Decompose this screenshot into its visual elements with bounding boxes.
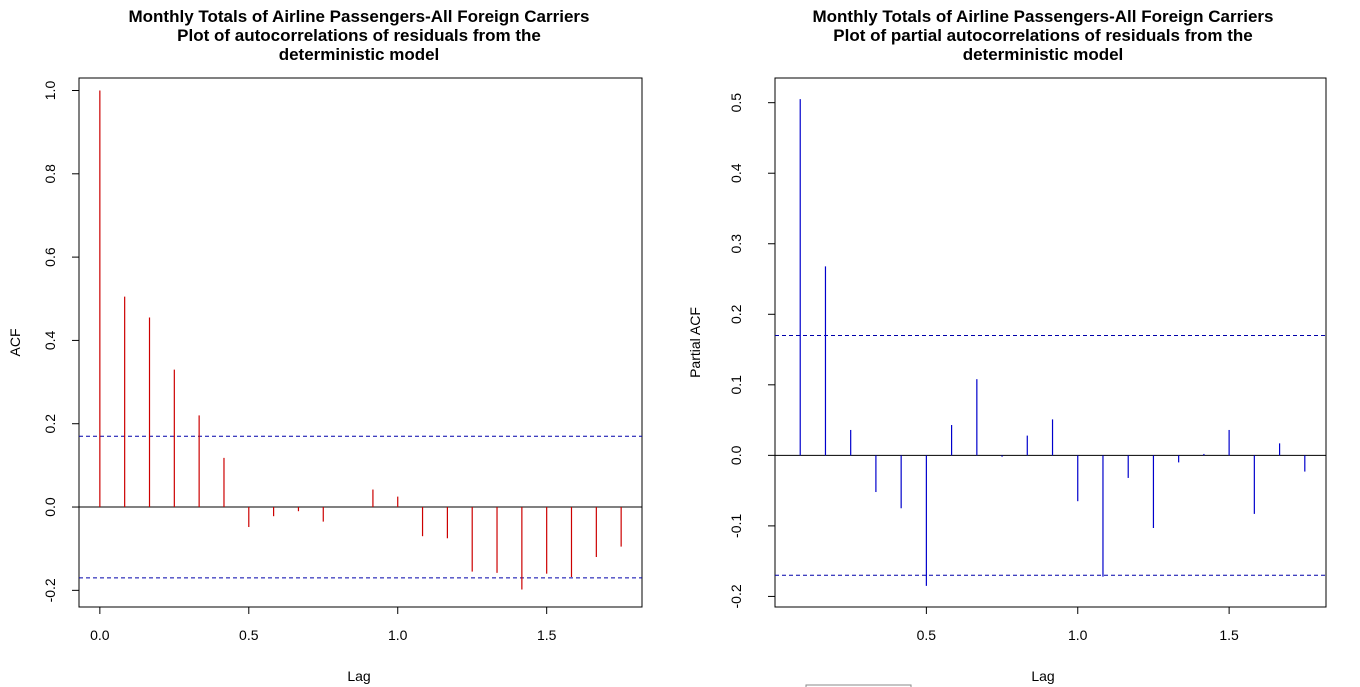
pacf-chart: Monthly Totals of Airline Passengers-All… [687,7,1327,684]
acf-ytick-label: -0.2 [42,578,58,602]
acf-chart: Monthly Totals of Airline Passengers-All… [7,7,643,684]
pacf-y-axis-label: Partial ACF [687,307,703,378]
acf-ytick-label: 1.0 [42,81,58,101]
legend-box-fragment [805,684,912,687]
acf-xtick-label: 0.0 [90,627,110,643]
pacf-ytick-label: 0.2 [728,304,744,324]
acf-title-line-1: Monthly Totals of Airline Passengers-All… [129,7,590,26]
acf-ytick-label: 0.8 [42,164,58,184]
pacf-ytick-label: -0.2 [728,584,744,608]
pacf-title-line-2: Plot of partial autocorrelations of resi… [833,26,1252,45]
acf-ytick-label: 0.2 [42,414,58,434]
pacf-title-line-3: deterministic model [963,45,1124,64]
acf-x-axis-label: Lag [347,668,370,684]
acf-title-line-2: Plot of autocorrelations of residuals fr… [177,26,541,45]
pacf-plot-frame [774,77,1327,608]
pacf-ytick-label: 0.0 [728,445,744,465]
pacf-ytick-label: 0.3 [728,234,744,254]
acf-ytick-label: 0.6 [42,247,58,267]
acf-title-line-3: deterministic model [279,45,440,64]
pacf-title-line-1: Monthly Totals of Airline Passengers-All… [813,7,1274,26]
acf-xtick-label: 0.5 [239,627,259,643]
pacf-ytick-label: 0.4 [728,163,744,183]
acf-xtick-label: 1.5 [537,627,557,643]
pacf-xtick-label: 1.5 [1219,627,1239,643]
pacf-xtick-label: 0.5 [917,627,937,643]
acf-plot-frame [78,77,643,608]
pacf-xtick-label: 1.0 [1068,627,1088,643]
pacf-ytick-label: -0.1 [728,514,744,538]
acf-ytick-label: 0.0 [42,497,58,517]
acf-ytick-label: 0.4 [42,330,58,350]
acf-xtick-label: 1.0 [388,627,408,643]
acf-y-axis-label: ACF [7,329,23,357]
pacf-ytick-label: 0.5 [728,93,744,113]
pacf-ytick-label: 0.1 [728,375,744,395]
pacf-x-axis-label: Lag [1031,668,1054,684]
